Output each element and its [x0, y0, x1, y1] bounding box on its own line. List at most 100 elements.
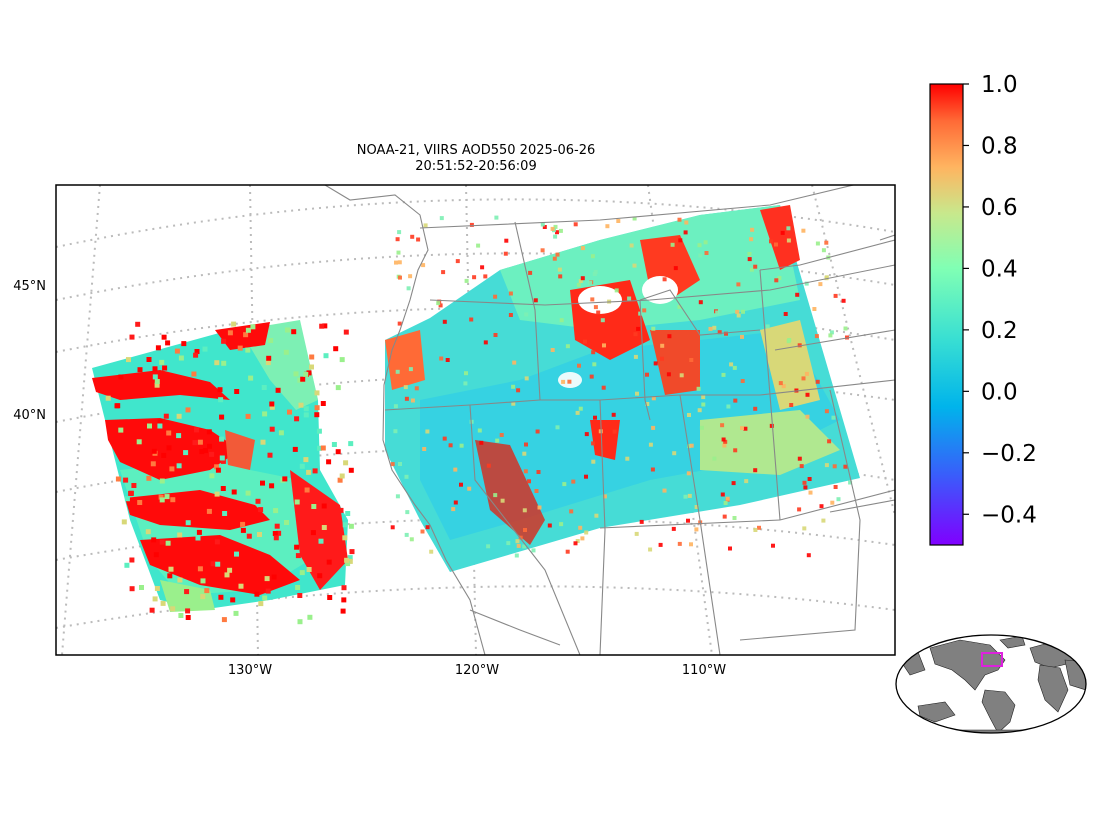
- aod-pixel: [243, 332, 249, 338]
- aod-pixel: [483, 340, 488, 345]
- aod-pixel: [634, 531, 639, 536]
- aod-pixel: [696, 386, 701, 391]
- aod-pixel: [515, 539, 520, 544]
- aod-pixel: [207, 443, 212, 449]
- aod-pixel: [414, 386, 419, 391]
- aod-pixel: [725, 496, 730, 501]
- aod-pixel: [146, 475, 152, 481]
- aod-pixel: [578, 525, 583, 530]
- aod-pixel: [174, 348, 180, 354]
- aod-pixel: [245, 413, 251, 419]
- aod-pixel: [268, 338, 274, 343]
- aod-pixel: [348, 523, 354, 529]
- aod-pixel: [741, 309, 745, 314]
- aod-pixel: [645, 402, 650, 406]
- aod-pixel: [303, 406, 309, 412]
- aod-pixel: [689, 358, 694, 362]
- aod-swath-ocean: [92, 320, 355, 625]
- aod-pixel: [129, 586, 135, 592]
- aod-pixel: [292, 446, 298, 452]
- aod-pixel: [653, 361, 658, 366]
- aod-pixel: [531, 548, 536, 553]
- aod-pixel: [677, 217, 682, 222]
- aod-pixel: [660, 343, 665, 348]
- aod-pixel: [344, 557, 350, 563]
- aod-pixel: [405, 510, 410, 515]
- aod-pixel: [731, 481, 736, 486]
- aod-pixel: [262, 411, 268, 417]
- aod-pixel: [722, 443, 727, 448]
- aod-pixel: [197, 439, 203, 445]
- aod-pixel: [593, 415, 597, 420]
- aod-pixel: [596, 310, 601, 315]
- aod-pixel: [390, 462, 395, 467]
- aod-pixel: [540, 248, 545, 253]
- aod-pixel: [248, 375, 254, 381]
- aod-pixel: [575, 539, 580, 543]
- aod-pixel: [467, 486, 472, 491]
- aod-pixel: [518, 535, 523, 540]
- aod-pixel: [219, 436, 225, 442]
- aod-pixel: [322, 323, 328, 329]
- aod-pixel: [740, 426, 744, 431]
- aod-pixel: [227, 567, 233, 573]
- aod-pixel: [662, 488, 667, 493]
- aod-pixel: [677, 304, 682, 309]
- aod-pixel: [777, 276, 782, 280]
- aod-pixel: [404, 532, 409, 537]
- aod-pixel: [651, 425, 656, 430]
- aod-pixel: [221, 617, 227, 623]
- aod-pixel: [612, 429, 617, 434]
- aod-pixel: [245, 327, 251, 333]
- aod-pixel: [159, 539, 165, 545]
- aod-pixel: [824, 240, 829, 245]
- aod-pixel: [735, 309, 740, 314]
- aod-pixel: [547, 523, 552, 528]
- aod-pixel: [439, 216, 444, 221]
- aod-pixel: [453, 500, 458, 505]
- aod-pixel: [802, 526, 807, 531]
- aod-pixel: [594, 513, 599, 518]
- aod-pixel: [677, 541, 682, 546]
- colorbar: 1.0 0.8 0.6 0.4 0.2 0.0 −0.2 −0.4: [929, 72, 1037, 546]
- aod-pixel: [694, 527, 699, 532]
- aod-pixel: [124, 562, 130, 568]
- aod-pixel: [833, 485, 838, 489]
- aod-pixel: [774, 278, 779, 283]
- aod-pixel: [821, 518, 826, 523]
- aod-pixel: [220, 458, 226, 464]
- aod-pixel: [721, 372, 726, 377]
- aod-pixel: [575, 410, 580, 415]
- aod-pixel: [269, 521, 275, 527]
- colorbar-tick-label: −0.2: [981, 441, 1037, 467]
- aod-pixel: [683, 230, 688, 235]
- colorbar-gradient: [929, 83, 964, 546]
- aod-pixel: [303, 412, 309, 418]
- aod-pixel: [848, 480, 853, 485]
- aod-pixel: [215, 561, 221, 567]
- aod-pixel: [245, 347, 251, 353]
- aod-pixel: [398, 275, 402, 280]
- aod-pixel: [348, 467, 354, 473]
- aod-pixel: [528, 270, 533, 275]
- aod-pixel: [576, 282, 581, 287]
- aod-pixel: [200, 578, 206, 584]
- aod-pixel: [459, 443, 464, 448]
- aod-pixel: [224, 572, 230, 578]
- aod-pixel: [227, 330, 233, 336]
- aod-pixel: [265, 360, 271, 366]
- aod-pixel: [703, 240, 708, 245]
- aod-pixel: [639, 519, 644, 524]
- aod-pixel: [836, 497, 841, 502]
- aod-pixel: [803, 485, 808, 490]
- aod-pixel: [331, 548, 337, 554]
- aod-pixel: [648, 547, 653, 552]
- aod-pixel: [258, 507, 264, 513]
- aod-pixel: [170, 606, 176, 612]
- aod-pixel: [552, 256, 557, 261]
- lon-label-130w: 130°W: [228, 663, 272, 678]
- aod-pixel: [150, 461, 156, 467]
- aod-pixel: [611, 412, 616, 417]
- aod-pixel: [678, 238, 683, 243]
- aod-pixel: [393, 429, 398, 434]
